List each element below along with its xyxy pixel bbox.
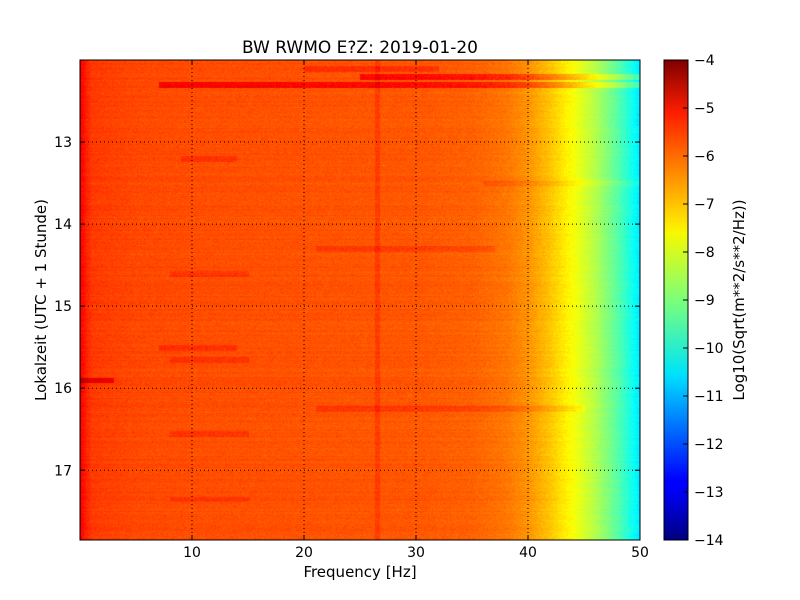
- y-tick-label: 14: [54, 217, 72, 233]
- x-tick-label: 20: [295, 545, 313, 561]
- colorbar-tick-label: −14: [694, 533, 724, 549]
- colorbar-tick-label: −9: [694, 293, 715, 309]
- y-tick-label: 16: [54, 381, 72, 397]
- colorbar-tick-label: −5: [694, 101, 715, 117]
- colorbar-label: Log10(Sqrt(m**2/s**2/Hz)): [730, 199, 748, 400]
- x-tick-label: 40: [519, 545, 537, 561]
- x-axis-label: Frequency [Hz]: [303, 563, 416, 581]
- x-tick-label: 50: [631, 545, 649, 561]
- y-tick-label: 17: [54, 463, 72, 479]
- heatmap-canvas: [80, 60, 640, 540]
- colorbar-tick-label: −8: [694, 245, 715, 261]
- y-tick-label: 15: [54, 299, 72, 315]
- colorbar-tick-label: −10: [694, 341, 724, 357]
- chart-title: BW RWMO E?Z: 2019-01-20: [242, 38, 478, 58]
- colorbar-tick-label: −11: [694, 389, 724, 405]
- colorbar-tick-label: −7: [694, 197, 715, 213]
- x-axis: 10 20 30 40 50: [183, 60, 649, 561]
- grid-lines: [80, 60, 640, 540]
- x-tick-label: 10: [183, 545, 201, 561]
- y-axis: 13 14 15 16 17: [54, 135, 640, 479]
- colorbar-tick-label: −13: [694, 485, 724, 501]
- x-tick-label: 30: [407, 545, 425, 561]
- colorbar-tick-label: −6: [694, 149, 715, 165]
- plot-frame: [79, 59, 641, 541]
- colorbar-tick-label: −12: [694, 437, 724, 453]
- y-tick-label: 13: [54, 135, 72, 151]
- colorbar-tick-label: −4: [694, 53, 715, 69]
- y-axis-label: Lokalzeit (UTC + 1 Stunde): [32, 199, 50, 401]
- colorbar-axis: −4 −5 −6 −7 −8 −9 −10 −11 −12 −13 −14: [683, 53, 724, 549]
